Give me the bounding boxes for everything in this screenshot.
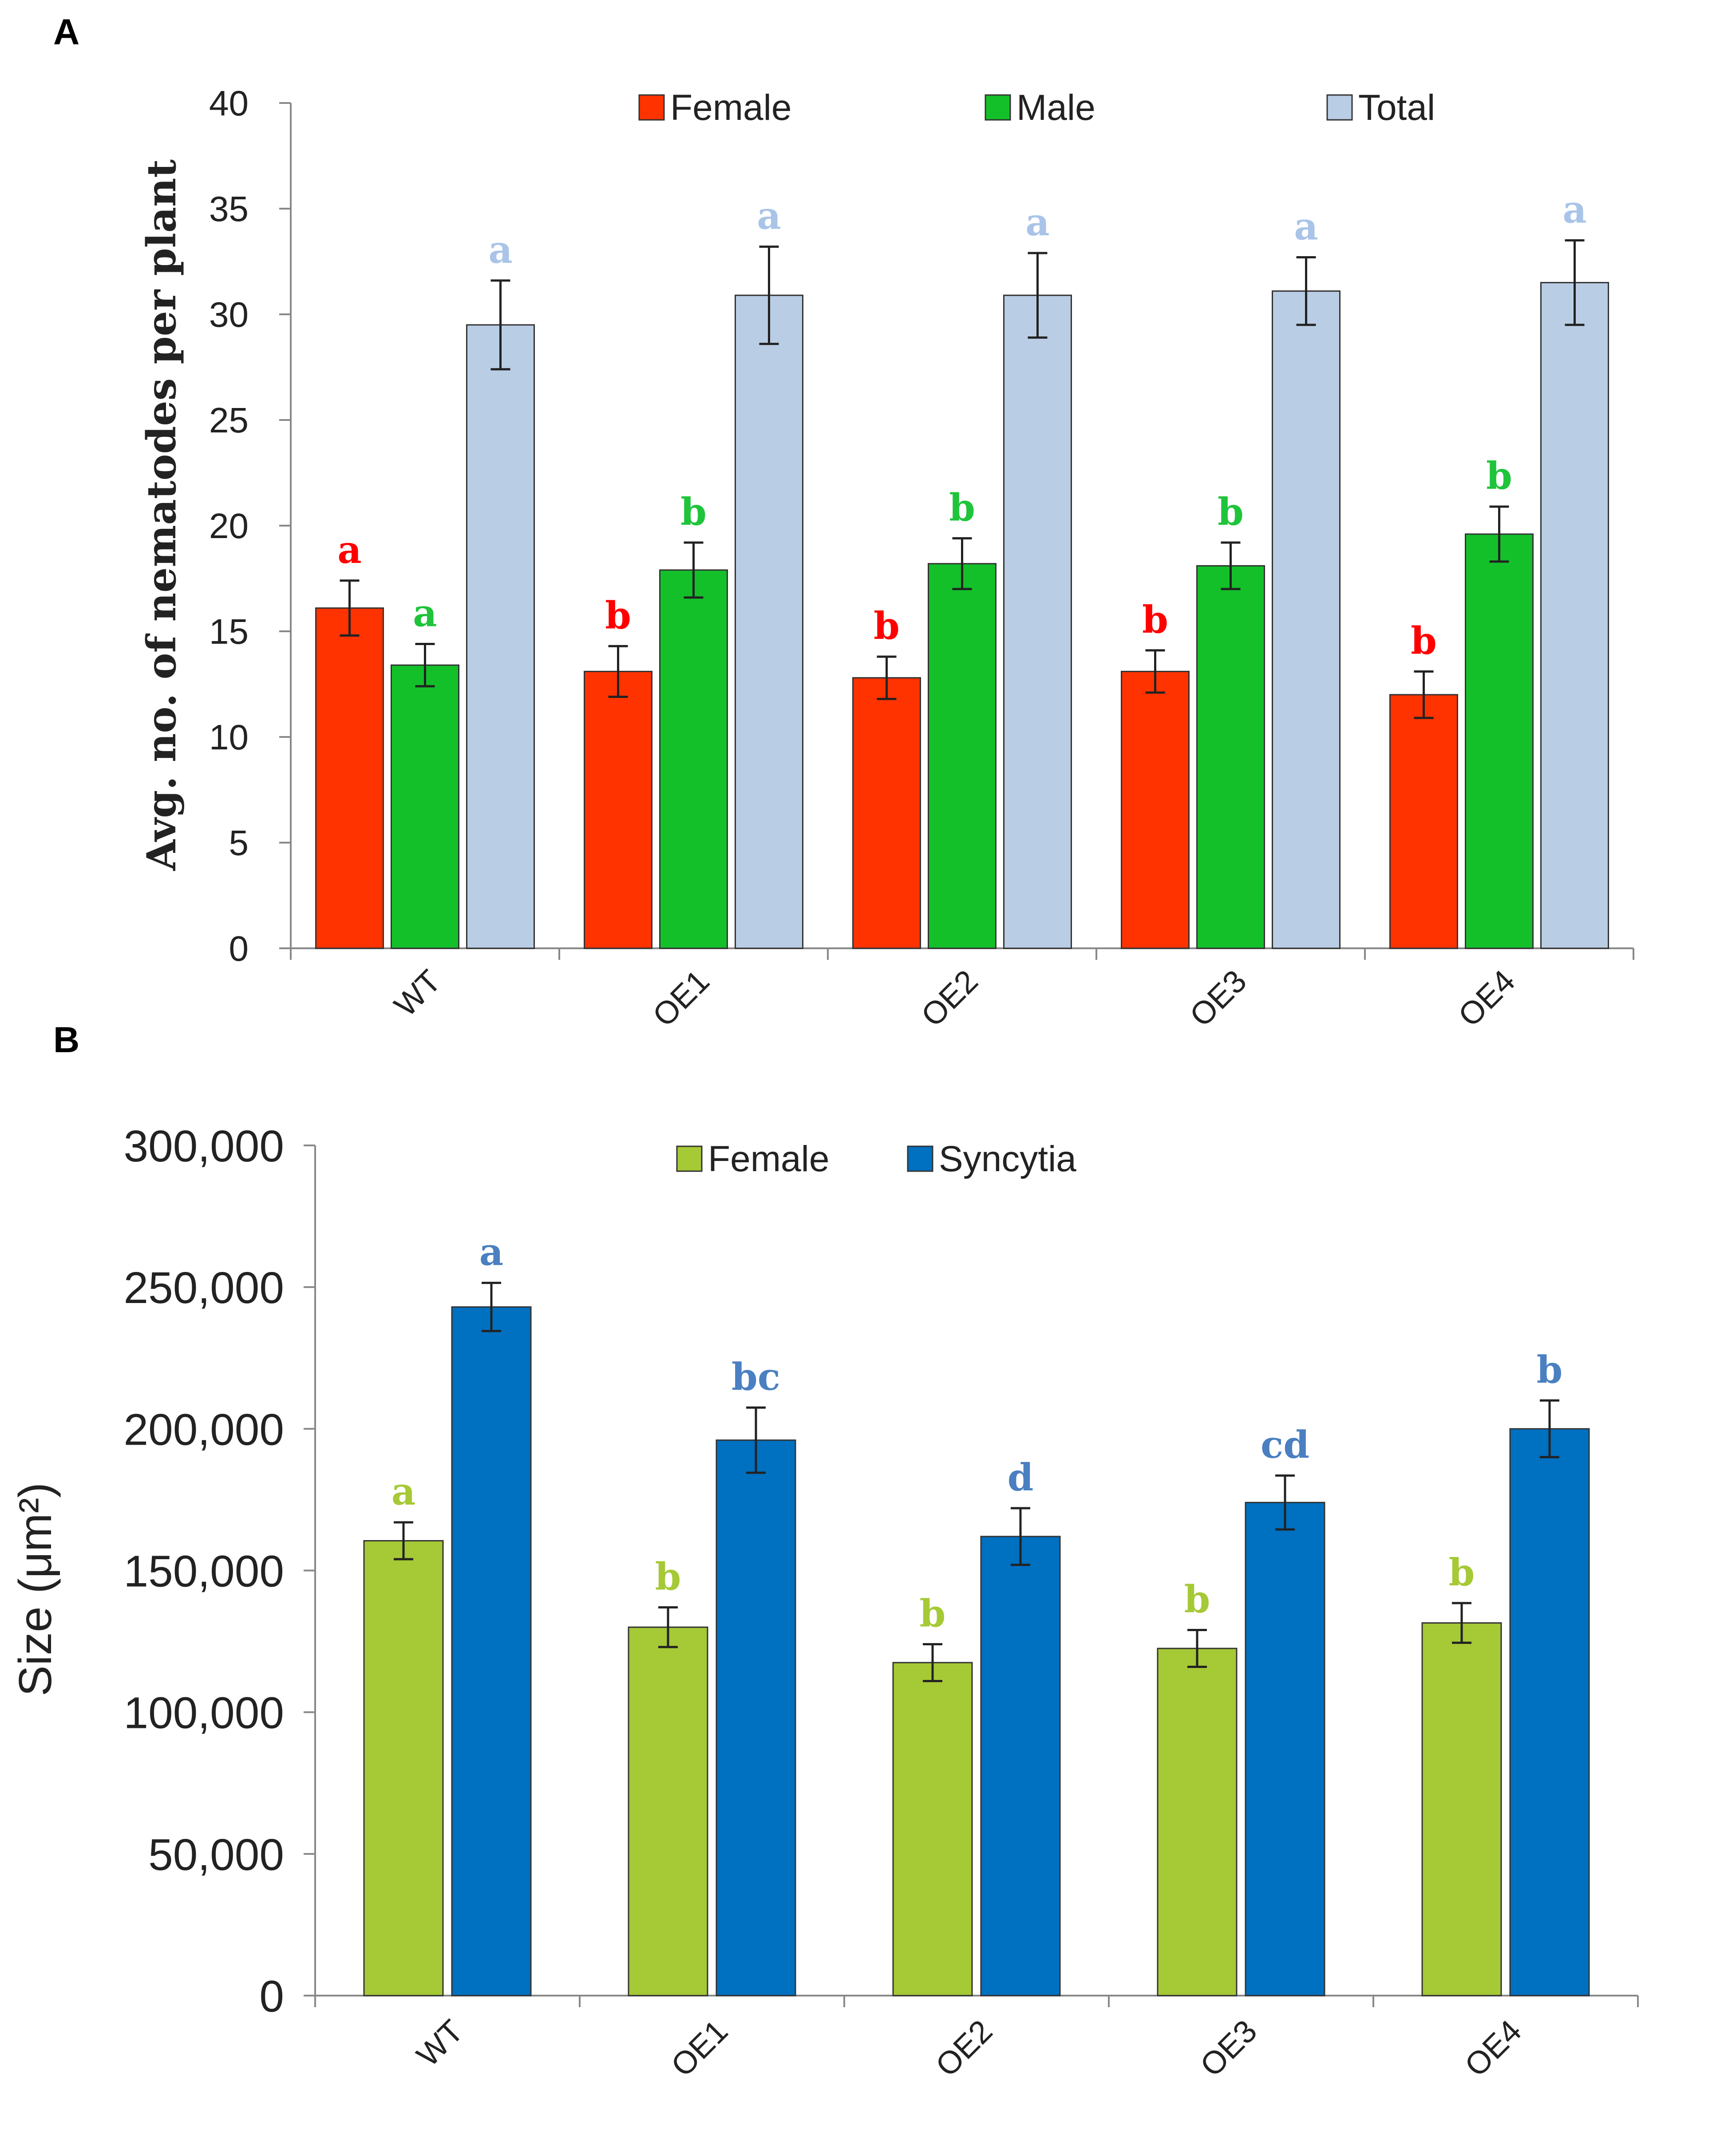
panel-a-letter: A: [53, 12, 79, 52]
panel-a-significance-label: b: [1142, 598, 1168, 642]
panel-a-x-tick-label: WT: [388, 963, 448, 1024]
panel-b-y-tick-label: 250,000: [124, 1263, 284, 1313]
panel-a-y-tick-label: 15: [209, 612, 249, 651]
panel-a-significance-label: b: [1411, 618, 1437, 662]
panel-a-bar-total-oe1: [735, 294, 803, 949]
panel-a-significance-label: a: [488, 228, 512, 272]
panel-a-y-tick-label: 30: [209, 295, 249, 334]
panel-b-legend-swatch-female: [676, 1145, 703, 1172]
panel-b-significance-label: cd: [1261, 1423, 1309, 1467]
panel-a-y-tick-label: 10: [209, 717, 249, 757]
panel-b-y-tick-label: 200,000: [124, 1405, 284, 1454]
panel-b-y-tick-label: 150,000: [124, 1547, 284, 1596]
panel-b-bar-female-oe1: [628, 1626, 708, 1996]
panel-a-significance-label: b: [874, 604, 900, 648]
panel-b-bars: a b b b b a bc d cd b: [363, 1230, 1590, 1996]
panel-a-significance-label: b: [680, 490, 707, 534]
panel-b-legend-label-syncytia: Syncytia: [939, 1139, 1076, 1179]
panel-a-y-tick-label: 25: [209, 400, 249, 440]
panel-a-x-tick-label: OE3: [1183, 963, 1253, 1034]
panel-b-significance-label: b: [1537, 1348, 1563, 1392]
panel-a-legend-label-total: Total: [1358, 87, 1435, 128]
panel-b-significance-label: b: [1184, 1577, 1210, 1621]
panel-a-significance-label: b: [949, 486, 975, 530]
panel-a-significance-label: a: [413, 591, 437, 635]
panel-a-bar-total-wt: [466, 324, 535, 949]
panel-b-significance-label: b: [1449, 1550, 1475, 1594]
panel-a: A Avg. no. of nematodes per plant 0 5 10 15…: [53, 12, 1634, 1034]
panel-a-legend-swatch-male: [985, 94, 1011, 121]
panel-b-bar-syncytia-oe1: [716, 1439, 796, 1996]
panel-a-bar-total-oe2: [1003, 294, 1072, 949]
panel-a-significance-label: b: [1486, 454, 1512, 498]
panel-b-legend: Female Syncytia: [676, 1139, 1076, 1179]
panel-b-significance-label: a: [479, 1230, 503, 1274]
panel-b-bar-syncytia-oe2: [980, 1536, 1061, 1996]
panel-a-legend-swatch-female: [638, 94, 665, 121]
panel-b-bar-syncytia-wt: [451, 1306, 532, 1996]
panel-b-x-tick-label: WT: [410, 2013, 471, 2074]
panel-a-significance-label: b: [1218, 490, 1244, 534]
panel-a-significance-label: a: [1025, 200, 1049, 244]
panel-b-y-tick-label: 100,000: [124, 1688, 284, 1738]
panel-b-bar-syncytia-oe3: [1245, 1501, 1325, 1996]
panel-b-legend-swatch-syncytia: [907, 1145, 933, 1172]
panel-a-significance-label: a: [1294, 204, 1318, 248]
panel-b: B Size (μm²) 0 50,000 100,000 150,000 200,00…: [10, 1020, 1639, 2084]
panel-a-bar-male-wt: [391, 664, 459, 949]
panel-a-bar-female-oe3: [1121, 670, 1190, 949]
panel-b-legend-label-female: Female: [708, 1139, 829, 1179]
panel-a-bar-total-oe4: [1540, 282, 1609, 949]
panel-b-bar-female-oe4: [1421, 1622, 1502, 1996]
panel-a-legend-label-male: Male: [1016, 87, 1095, 128]
panel-a-bar-female-oe1: [584, 670, 652, 949]
panel-b-y-tick-label: 50,000: [148, 1830, 284, 1880]
panel-a-x-tick-label: OE4: [1451, 963, 1522, 1034]
panel-a-y-tick-label: 40: [209, 83, 249, 123]
panel-a-significance-label: a: [1562, 187, 1586, 231]
panel-b-significance-label: a: [391, 1470, 415, 1513]
panel-a-bars: a b b b b a b b b b a a a a a: [315, 187, 1609, 949]
panel-b-y-axis-label: Size (μm²): [10, 1482, 61, 1696]
panel-b-x-tick-label: OE3: [1194, 2013, 1264, 2084]
panel-b-bar-female-oe3: [1157, 1648, 1238, 1996]
panel-a-bar-female-oe2: [852, 677, 921, 949]
panel-b-bar-female-oe2: [892, 1662, 973, 1996]
panel-b-letter: B: [53, 1020, 79, 1060]
panel-a-bar-male-oe1: [659, 569, 728, 949]
panel-b-x-tick-label: OE1: [664, 2013, 735, 2084]
panel-b-significance-label: b: [655, 1554, 681, 1598]
panel-b-x-tick-label: OE4: [1458, 2013, 1528, 2084]
panel-a-y-tick-label: 35: [209, 189, 249, 229]
panel-a-bar-male-oe2: [928, 563, 997, 949]
panel-a-legend-swatch-total: [1326, 94, 1353, 121]
panel-a-legend-label-female: Female: [670, 87, 791, 128]
panel-a-y-axis-label: Avg. no. of nematodes per plant: [138, 159, 185, 871]
panel-b-axes: 0 50,000 100,000 150,000 200,000 250,000 300,0…: [124, 1121, 1639, 2084]
panel-a-significance-label: a: [337, 528, 361, 572]
panel-a-y-tick-label: 5: [229, 823, 249, 863]
panel-a-x-tick-label: OE2: [914, 963, 985, 1034]
panel-a-bar-female-wt: [315, 607, 384, 949]
panel-a-significance-label: a: [757, 194, 781, 238]
panel-a-y-tick-label: 0: [229, 929, 249, 968]
panel-a-bar-male-oe3: [1196, 565, 1265, 949]
panel-b-bar-syncytia-oe4: [1509, 1428, 1590, 1996]
panel-a-bar-male-oe4: [1465, 533, 1534, 949]
panel-a-significance-label: b: [605, 593, 631, 637]
panel-a-bar-female-oe4: [1389, 694, 1458, 949]
panel-a-legend: Female Male Total: [638, 87, 1435, 128]
panel-b-significance-label: b: [920, 1591, 946, 1635]
panel-a-y-tick-label: 20: [209, 506, 249, 546]
panel-b-significance-label: bc: [732, 1355, 780, 1398]
panel-a-x-tick-label: OE1: [646, 963, 716, 1034]
panel-b-x-tick-label: OE2: [929, 2013, 999, 2084]
panel-b-y-tick-label: 0: [259, 1972, 284, 2021]
panel-b-y-tick-label: 300,000: [124, 1121, 284, 1171]
panel-b-significance-label: d: [1008, 1455, 1034, 1499]
panel-a-bar-total-oe3: [1272, 290, 1341, 949]
panel-b-bar-female-wt: [363, 1540, 444, 1996]
